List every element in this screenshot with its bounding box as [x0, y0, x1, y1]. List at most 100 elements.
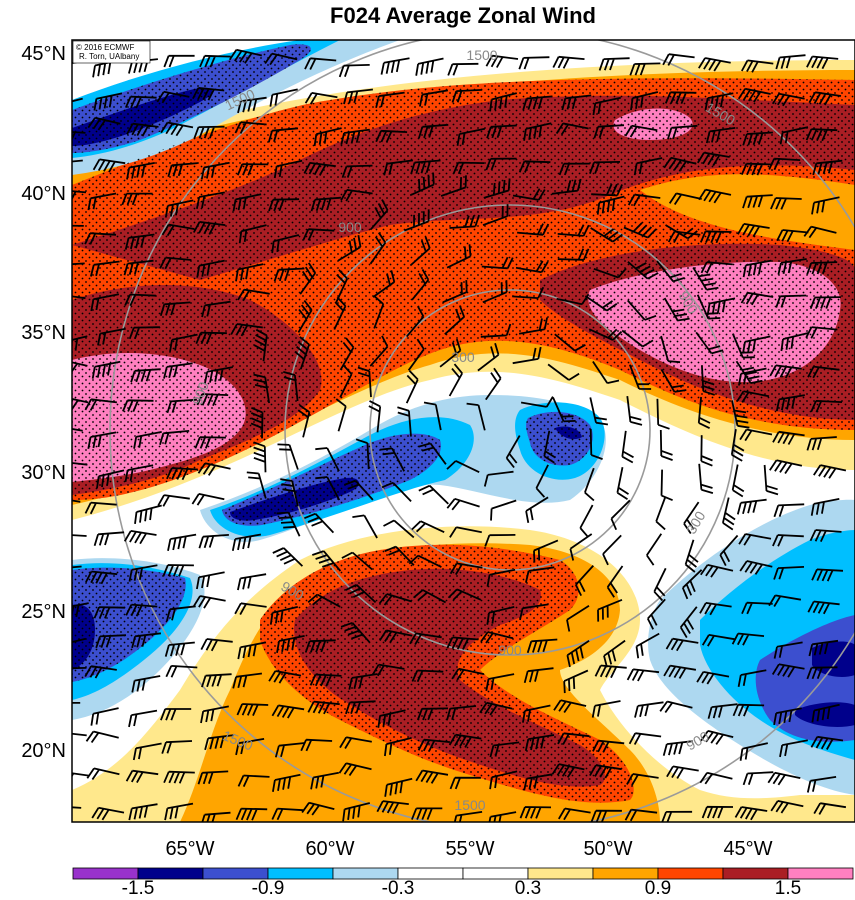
wind-barb: [237, 774, 270, 787]
wind-barb: [485, 673, 515, 691]
wind-barb: [253, 441, 267, 473]
wind-barb: [489, 92, 518, 112]
wind-barb: [342, 802, 371, 822]
wind-barb: [594, 664, 627, 679]
wind-barb: [730, 429, 745, 462]
wind-barb: [663, 156, 697, 172]
wind-barb: [813, 802, 847, 815]
wind-barb: [376, 800, 409, 814]
wind-barb: [415, 769, 449, 784]
wind-barb: [125, 769, 159, 784]
wind-barb: [621, 329, 654, 348]
wind-barb: [737, 669, 767, 687]
wind-barb: [809, 296, 841, 310]
wind-barb: [526, 638, 558, 654]
wind-barb: [267, 127, 299, 143]
wind-barb: [72, 565, 82, 569]
wind-barb: [156, 90, 190, 104]
wind-barb: [345, 583, 377, 604]
wind-barb: [621, 430, 634, 464]
wind-barb: [160, 708, 192, 721]
wind-barb: [197, 770, 229, 785]
map-frame: [71, 39, 855, 823]
wind-barb: [554, 333, 586, 352]
wind-barb: [598, 57, 630, 71]
wind-barb: [806, 776, 837, 793]
wind-barb: [235, 738, 265, 756]
shading-east-navy-2: [795, 702, 855, 727]
wind-barb: [535, 464, 549, 498]
wind-barb: [253, 328, 268, 362]
wind-barb: [731, 464, 745, 498]
wind-barb: [446, 244, 472, 269]
wind-barb: [369, 335, 389, 367]
wind-barb: [237, 96, 267, 114]
wind-barb: [663, 297, 690, 322]
wind-barb: [283, 371, 299, 402]
wind-barb: [547, 363, 580, 381]
wind-barb: [304, 57, 337, 70]
wind-barb: [742, 194, 773, 209]
wind-barb: [811, 568, 844, 582]
wind-barb: [384, 737, 412, 757]
wind-barb: [193, 125, 225, 139]
wind-barb: [301, 801, 335, 816]
wind-barb: [485, 157, 517, 171]
wind-barb: [132, 742, 162, 761]
wind-barb: [589, 161, 621, 175]
wind-barb: [779, 126, 809, 145]
wind-barb: [72, 702, 81, 704]
wind-barb: [606, 565, 624, 598]
wind-barb: [626, 395, 643, 426]
colorbar: [72, 867, 854, 880]
wind-barb: [566, 604, 590, 632]
wind-barb: [85, 730, 119, 744]
wind-barb: [666, 765, 699, 779]
wind-barb: [518, 317, 548, 335]
wind-barb: [448, 363, 463, 397]
wind-barb: [413, 589, 447, 604]
wind-barb: [555, 122, 589, 135]
wind-barb: [333, 296, 347, 330]
wind-barb: [653, 567, 667, 602]
wind-barb: [340, 189, 373, 202]
wind-barb: [357, 366, 372, 398]
lon-label: 50°W: [583, 838, 632, 860]
wind-barb: [519, 603, 549, 621]
wind-barb: [505, 435, 521, 469]
wind-barb: [193, 221, 226, 235]
wind-barb: [556, 293, 590, 306]
wind-barb: [397, 406, 412, 437]
wind-barb: [191, 493, 225, 506]
colorbar-label: 0.9: [645, 878, 671, 899]
wind-barb: [482, 280, 508, 304]
wind-barb: [524, 734, 555, 751]
wind-barb: [589, 764, 622, 779]
wind-barb: [517, 223, 550, 236]
wind-barb: [164, 199, 194, 218]
wind-barb: [123, 259, 154, 276]
wind-barb: [125, 603, 158, 617]
wind-barb: [479, 701, 513, 716]
wind-barb: [403, 209, 430, 232]
wind-barb: [380, 57, 410, 75]
contour-label: 900: [189, 379, 212, 407]
wind-barb: [72, 190, 87, 201]
wind-barb: [90, 260, 120, 277]
wind-barb: [569, 533, 593, 561]
wind-barb: [451, 89, 483, 103]
wind-barb: [235, 807, 268, 821]
wind-barb: [522, 704, 551, 723]
wind-barb: [627, 299, 657, 321]
wind-barb: [451, 667, 485, 681]
wind-barb: [163, 362, 193, 379]
wind-barb: [276, 511, 301, 537]
wind-barb: [597, 598, 623, 622]
lat-label: 20°N: [21, 740, 66, 762]
wind-barb: [700, 261, 733, 274]
wind-barb: [811, 703, 840, 723]
wind-barb: [379, 629, 412, 644]
wind-barb: [343, 88, 374, 105]
wind-barb: [304, 92, 338, 105]
wind-barb: [811, 196, 840, 215]
